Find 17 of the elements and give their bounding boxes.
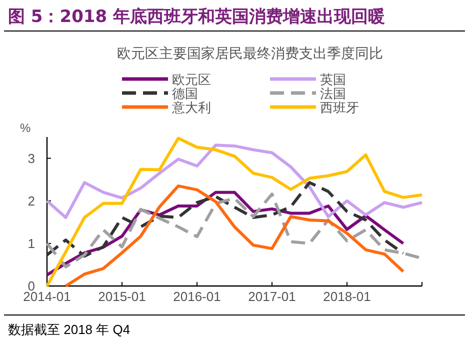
- text: 数据截至 2018 年 Q4: [8, 322, 130, 337]
- x-tick-label: 2017-01: [248, 289, 296, 304]
- x-tick-label: 2016-01: [173, 289, 221, 304]
- legend-label: 法国: [320, 86, 346, 101]
- legend-label: 欧元区: [172, 72, 211, 87]
- x-tick-label: 2018-01: [323, 289, 371, 304]
- y-tick-label: 2: [28, 193, 35, 208]
- y-tick-label: 3: [28, 150, 35, 166]
- chart-subtitle: 欧元区主要国家居民最终消费支出季度同比: [117, 45, 383, 61]
- legend-label: 英国: [320, 72, 346, 87]
- legend-label: 西班牙: [320, 100, 359, 115]
- y-axis-title: %: [20, 121, 31, 135]
- x-tick-label: 2015-01: [98, 289, 146, 304]
- y-tick-label: 1: [28, 236, 35, 251]
- chart-title: 图 5：2018 年底西班牙和英国消费增速出现回暖: [8, 7, 385, 27]
- legend-label: 意大利: [171, 100, 211, 115]
- legend-label: 德国: [172, 86, 198, 101]
